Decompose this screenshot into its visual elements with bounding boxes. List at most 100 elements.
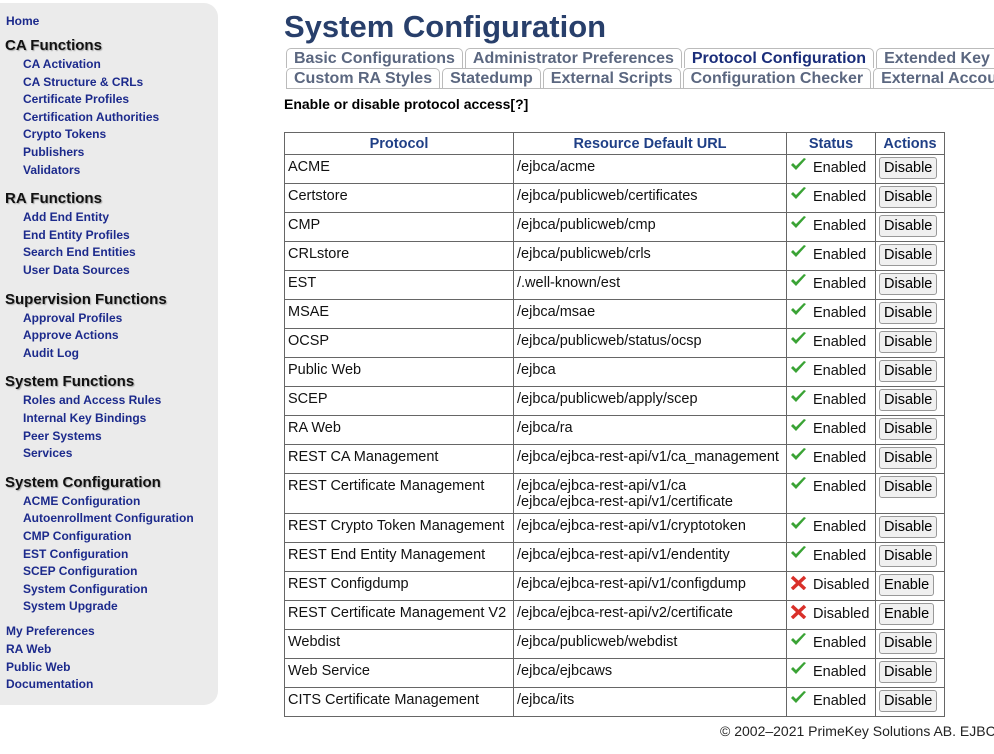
- nav-link[interactable]: System Configuration: [23, 581, 148, 596]
- nav-link[interactable]: RA Web: [6, 641, 52, 656]
- toggle-button[interactable]: Disable: [879, 661, 938, 683]
- home-link[interactable]: Home: [6, 14, 40, 28]
- toggle-button[interactable]: Disable: [879, 418, 938, 440]
- main: System Configuration Basic Configuration…: [284, 0, 994, 754]
- action-cell: Disable: [875, 212, 945, 242]
- check-icon: [791, 390, 806, 402]
- status-text: Enabled: [813, 160, 867, 176]
- nav-link[interactable]: Validators: [23, 162, 81, 177]
- status-text: Enabled: [813, 305, 867, 321]
- nav-link[interactable]: Roles and Access Rules: [23, 393, 162, 408]
- nav-link[interactable]: Add End Entity: [23, 210, 109, 225]
- toggle-button[interactable]: Disable: [879, 302, 938, 324]
- column-header: Protocol: [284, 132, 514, 155]
- toggle-button[interactable]: Disable: [879, 690, 938, 712]
- protocol-cell: Certstore: [284, 183, 514, 213]
- nav-link[interactable]: Internal Key Bindings: [23, 411, 147, 425]
- url-text: /ejbca: [517, 362, 556, 378]
- tab[interactable]: Configuration Checker: [682, 68, 872, 88]
- nav-link[interactable]: Services: [23, 446, 73, 461]
- tab[interactable]: Administrator Preferences: [464, 48, 682, 68]
- toggle-button[interactable]: Disable: [879, 545, 938, 567]
- nav-link[interactable]: CMP Configuration: [23, 529, 132, 543]
- toggle-button[interactable]: Disable: [879, 215, 938, 237]
- url-text: /ejbca/publicweb/crls: [517, 246, 651, 262]
- tab[interactable]: Custom RA Styles: [286, 68, 441, 88]
- tab[interactable]: External Scripts: [542, 68, 681, 88]
- status-text: Enabled: [813, 635, 867, 651]
- status-text: Enabled: [813, 392, 867, 408]
- toggle-button[interactable]: Disable: [879, 516, 938, 538]
- action-cell: Disable: [875, 658, 945, 688]
- section-title: System Functions: [5, 373, 135, 391]
- icon-shape: [791, 633, 806, 645]
- toggle-button[interactable]: Enable: [879, 603, 935, 625]
- nav-link[interactable]: User Data Sources: [23, 263, 130, 277]
- toggle-button[interactable]: Disable: [879, 632, 938, 654]
- toggle-button[interactable]: Enable: [879, 574, 935, 596]
- toggle-button[interactable]: Disable: [879, 244, 938, 266]
- url-text: /ejbca/publicweb/apply/scep: [517, 391, 698, 407]
- table-row: MSAE/ejbca/msae Enabled Disable: [284, 299, 945, 329]
- status-text: Enabled: [813, 247, 867, 263]
- icon-shape: [790, 575, 807, 591]
- nav-link[interactable]: System Upgrade: [23, 599, 118, 614]
- table-row: Public Web/ejbca Enabled Disable: [284, 357, 945, 387]
- toggle-button[interactable]: Disable: [879, 273, 938, 295]
- status-text: Enabled: [813, 189, 867, 205]
- url-cell: /ejbca/ejbca-rest-api/v1/cryptotoken: [513, 513, 787, 543]
- nav-link[interactable]: My Preferences: [6, 624, 95, 638]
- help-link[interactable]: [?]: [510, 96, 529, 112]
- nav-link[interactable]: ACME Configuration: [23, 493, 141, 508]
- nav-link[interactable]: CA Structure & CRLs: [23, 74, 144, 89]
- url-cell: /ejbca/ejbcaws: [513, 658, 787, 688]
- tab[interactable]: Protocol Configuration: [683, 48, 875, 68]
- check-icon: [791, 274, 806, 286]
- tab[interactable]: External Account Bindings: [873, 68, 994, 88]
- status-cell: Disabled: [786, 600, 876, 630]
- status-text: Enabled: [813, 693, 867, 709]
- nav-link[interactable]: Certificate Profiles: [23, 92, 130, 107]
- table-row: REST Certificate Management/ejbca/ejbca-…: [284, 473, 945, 514]
- nav-link[interactable]: Crypto Tokens: [23, 127, 107, 142]
- protocol-cell: OCSP: [284, 328, 514, 358]
- status-cell: Enabled: [786, 183, 876, 213]
- nav-link[interactable]: Approval Profiles: [23, 310, 123, 325]
- tab[interactable]: Basic Configurations: [286, 48, 463, 68]
- status-cell: Enabled: [786, 513, 876, 543]
- tab[interactable]: Extended Key Usages: [876, 48, 994, 68]
- action-cell: Disable: [875, 270, 945, 300]
- nav-link[interactable]: Search End Entities: [23, 245, 136, 260]
- url-text: /ejbca/ejbcaws: [517, 663, 613, 679]
- action-cell: Enable: [875, 571, 945, 601]
- tab[interactable]: Statedump: [442, 68, 541, 88]
- nav-link[interactable]: Peer Systems: [23, 428, 102, 443]
- toggle-button[interactable]: Disable: [879, 447, 938, 469]
- nav-link[interactable]: CA Activation: [23, 57, 101, 71]
- nav-link[interactable]: Public Web: [6, 659, 71, 674]
- nav-link[interactable]: End Entity Profiles: [23, 227, 130, 242]
- url-text: /ejbca/ejbca-rest-api/v1/endentity: [517, 547, 730, 563]
- toggle-button[interactable]: Disable: [879, 389, 938, 411]
- toggle-button[interactable]: Disable: [879, 360, 938, 382]
- nav-link[interactable]: EST Configuration: [23, 546, 129, 561]
- toggle-button[interactable]: Disable: [879, 476, 938, 498]
- status-text: Enabled: [813, 519, 867, 535]
- url-cell: /ejbca/ra: [513, 415, 787, 445]
- url-cell: /ejbca/ejbca-rest-api/v2/certificate: [513, 600, 787, 630]
- check-icon: [791, 187, 806, 199]
- status-text: Enabled: [813, 276, 867, 292]
- nav-link[interactable]: Audit Log: [23, 345, 79, 360]
- nav-link[interactable]: SCEP Configuration: [23, 564, 138, 579]
- nav-link[interactable]: Publishers: [23, 145, 85, 159]
- protocol-cell: Webdist: [284, 629, 514, 659]
- nav-link[interactable]: Approve Actions: [23, 328, 119, 343]
- nav-link[interactable]: Documentation: [6, 677, 94, 692]
- url-text: /ejbca/its: [517, 692, 575, 708]
- toggle-button[interactable]: Disable: [879, 157, 938, 179]
- nav-link[interactable]: Autoenrollment Configuration: [23, 511, 194, 526]
- toggle-button[interactable]: Disable: [879, 331, 938, 353]
- toggle-button[interactable]: Disable: [879, 186, 938, 208]
- nav-link[interactable]: Certification Authorities: [23, 109, 160, 124]
- action-cell: Disable: [875, 473, 945, 514]
